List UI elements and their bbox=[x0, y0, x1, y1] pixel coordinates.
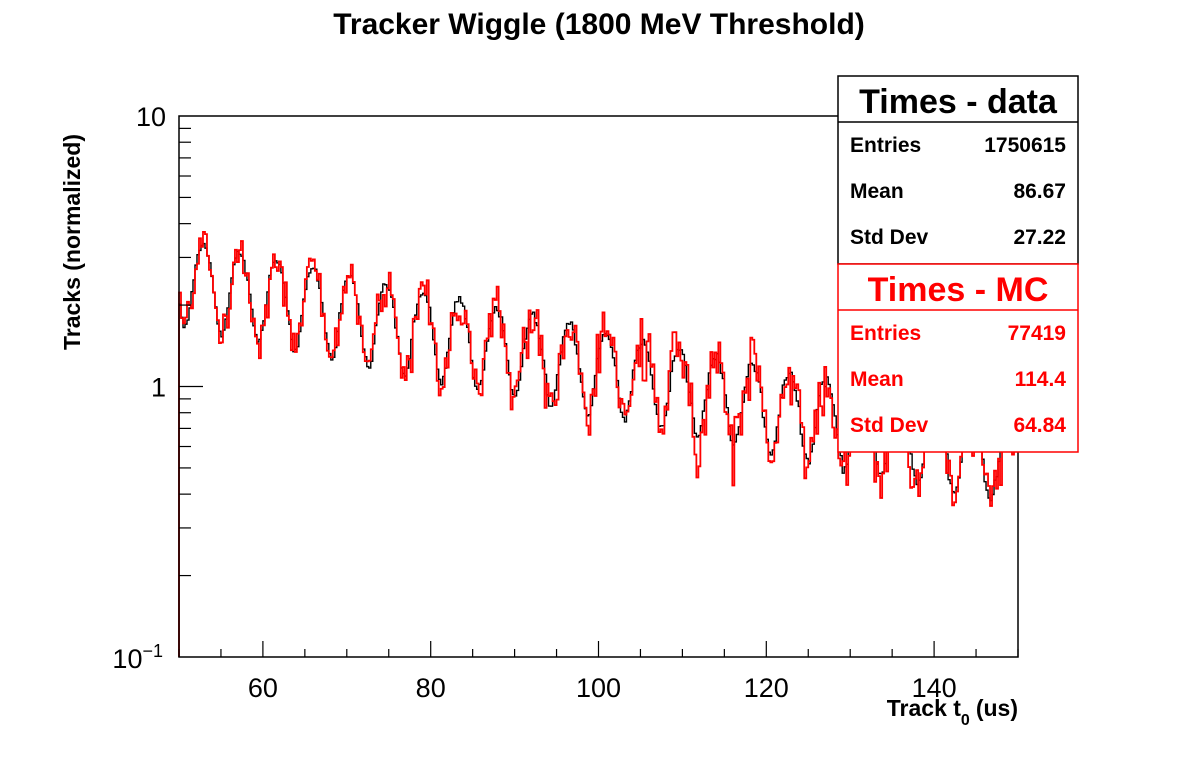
stats-row-label: Std Dev bbox=[850, 226, 929, 249]
stats-box bbox=[837, 263, 1079, 453]
series-line-mc bbox=[178, 230, 1018, 657]
x-tick-label: 60 bbox=[248, 673, 278, 703]
x-tick-label: 80 bbox=[416, 673, 446, 703]
x-axis-title: Track t0 (us) bbox=[887, 695, 1018, 729]
stats-row-value: 77419 bbox=[1008, 322, 1066, 345]
y-tick-label: 1 bbox=[151, 373, 166, 403]
series-layer bbox=[178, 230, 1018, 657]
y-tick-label: 10 bbox=[136, 102, 166, 132]
y-axis-title: Tracks (normalized) bbox=[59, 134, 85, 350]
stats-row-value: 114.4 bbox=[1015, 368, 1067, 391]
x-tick-label: 100 bbox=[576, 673, 621, 703]
stats-row-value: 1750615 bbox=[984, 134, 1066, 157]
stats-title: Times - data bbox=[859, 83, 1058, 121]
x-tick-label: 140 bbox=[912, 673, 957, 703]
x-tick-label: 120 bbox=[744, 673, 789, 703]
stats-legend: Times - data Entries 1750615 Mean 86.67 Std D… bbox=[837, 75, 1079, 453]
stats-row-label: Mean bbox=[850, 180, 904, 203]
chart-title: Tracker Wiggle (1800 MeV Threshold) bbox=[333, 8, 865, 41]
stats-row-value: 86.67 bbox=[1013, 180, 1066, 203]
y-min-tick-label: 10−1 bbox=[112, 641, 163, 674]
stats-row-label: Entries bbox=[850, 322, 921, 345]
stats-row-label: Entries bbox=[850, 134, 921, 157]
stats-box bbox=[837, 75, 1079, 265]
x-axis: 60 80 100 120 140 bbox=[178, 641, 1019, 703]
stats-title: Times - MC bbox=[868, 271, 1049, 309]
stats-row-value: 64.84 bbox=[1013, 414, 1066, 437]
stats-row-value: 27.22 bbox=[1013, 226, 1066, 249]
stats-row-label: Mean bbox=[850, 368, 904, 391]
stats-row-label: Std Dev bbox=[850, 414, 929, 437]
y-axis: 1 10 bbox=[136, 102, 203, 577]
